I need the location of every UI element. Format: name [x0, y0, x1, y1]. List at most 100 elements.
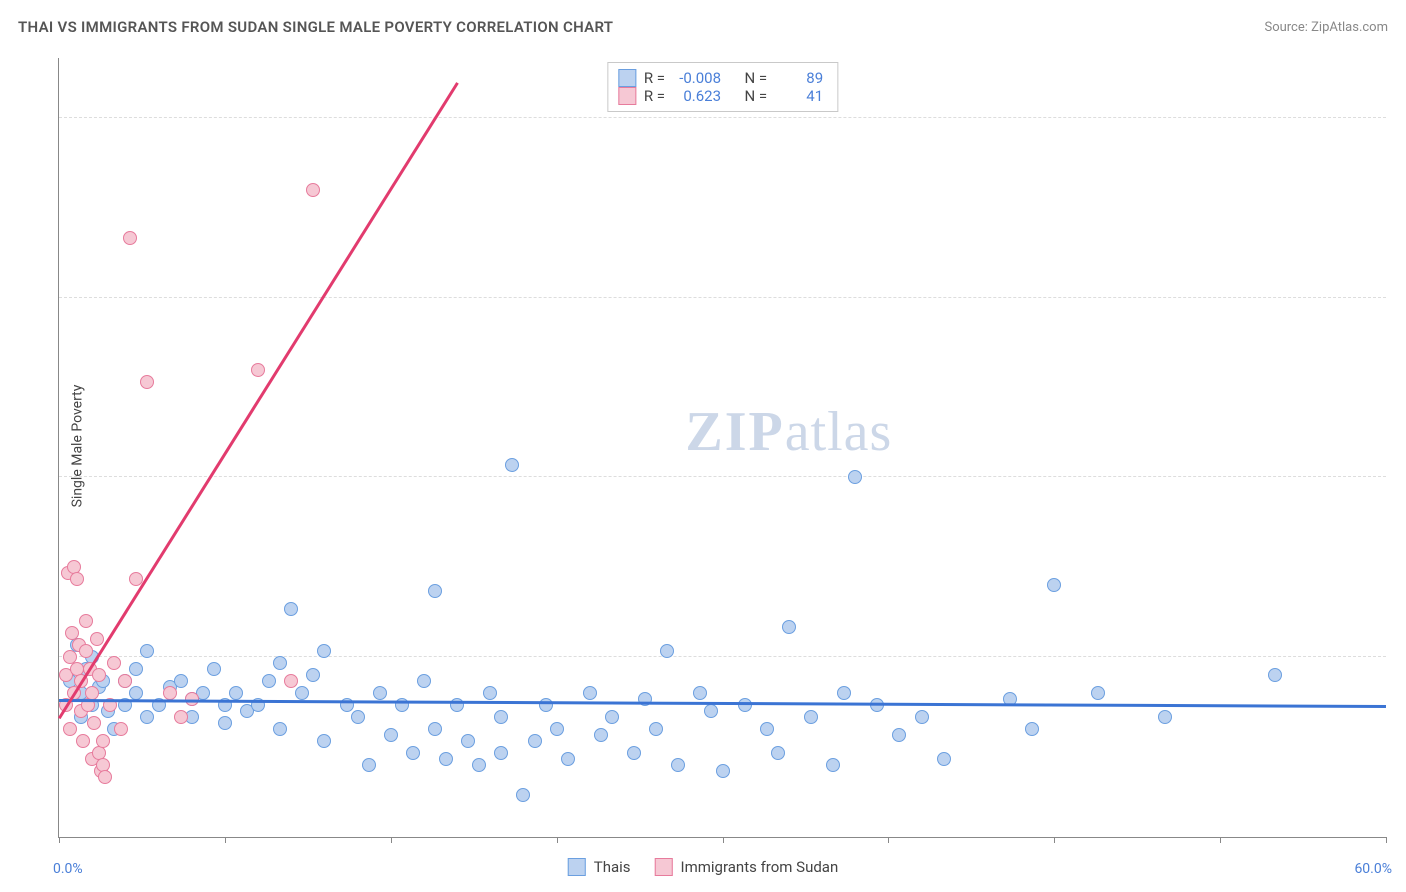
scatter-plot: ZIPatlas R = -0.008 N = 89 R = 0.623 N =… — [58, 58, 1386, 838]
data-point — [284, 602, 298, 616]
watermark: ZIPatlas — [685, 400, 892, 464]
data-point — [494, 746, 508, 760]
y-tick-label: 45.0% — [1391, 290, 1406, 306]
data-point — [140, 375, 154, 389]
x-tick — [59, 837, 60, 843]
data-point — [738, 698, 752, 712]
data-point — [1158, 710, 1172, 724]
data-point — [771, 746, 785, 760]
data-point — [76, 734, 90, 748]
data-point — [129, 662, 143, 676]
y-tick-label: 30.0% — [1391, 469, 1406, 485]
x-tick — [1054, 837, 1055, 843]
bottom-legend: Thais Immigrants from Sudan — [568, 858, 839, 876]
gridline — [59, 656, 1386, 657]
data-point — [85, 686, 99, 700]
data-point — [362, 758, 376, 772]
x-tick-label-min: 0.0% — [53, 861, 83, 877]
x-tick-label-max: 60.0% — [1354, 861, 1392, 877]
data-point — [892, 728, 906, 742]
data-point — [837, 686, 851, 700]
data-point — [174, 674, 188, 688]
data-point — [384, 728, 398, 742]
data-point — [96, 734, 110, 748]
legend-item-sudan: Immigrants from Sudan — [655, 858, 839, 876]
x-tick — [723, 837, 724, 843]
data-point — [528, 734, 542, 748]
x-tick — [888, 837, 889, 843]
data-point — [804, 710, 818, 724]
data-point — [317, 644, 331, 658]
data-point — [317, 734, 331, 748]
data-point — [483, 686, 497, 700]
data-point — [306, 183, 320, 197]
gridline — [59, 297, 1386, 298]
data-point — [218, 716, 232, 730]
gridline — [59, 117, 1386, 118]
data-point — [550, 722, 564, 736]
data-point — [605, 710, 619, 724]
data-point — [295, 686, 309, 700]
data-point — [417, 674, 431, 688]
data-point — [915, 710, 929, 724]
data-point — [937, 752, 951, 766]
stats-legend: R = -0.008 N = 89 R = 0.623 N = 41 — [607, 62, 838, 112]
data-point — [107, 656, 121, 670]
data-point — [516, 788, 530, 802]
data-point — [406, 746, 420, 760]
data-point — [583, 686, 597, 700]
data-point — [693, 686, 707, 700]
data-point — [163, 686, 177, 700]
data-point — [123, 231, 137, 245]
data-point — [87, 716, 101, 730]
data-point — [848, 470, 862, 484]
source-attribution: Source: ZipAtlas.com — [1264, 20, 1388, 35]
data-point — [114, 722, 128, 736]
data-point — [306, 668, 320, 682]
x-tick — [391, 837, 392, 843]
data-point — [284, 674, 298, 688]
data-point — [561, 752, 575, 766]
data-point — [594, 728, 608, 742]
data-point — [351, 710, 365, 724]
y-tick-label: 15.0% — [1391, 649, 1406, 665]
gridline — [59, 476, 1386, 477]
x-tick — [1220, 837, 1221, 843]
regression-line — [58, 83, 458, 720]
data-point — [428, 584, 442, 598]
data-point — [174, 710, 188, 724]
data-point — [140, 710, 154, 724]
data-point — [1268, 668, 1282, 682]
data-point — [70, 572, 84, 586]
data-point — [373, 686, 387, 700]
data-point — [627, 746, 641, 760]
data-point — [1091, 686, 1105, 700]
x-tick — [225, 837, 226, 843]
legend-item-thais: Thais — [568, 858, 631, 876]
data-point — [704, 704, 718, 718]
y-tick-label: 60.0% — [1391, 110, 1406, 126]
data-point — [439, 752, 453, 766]
data-point — [63, 722, 77, 736]
data-point — [273, 656, 287, 670]
data-point — [140, 644, 154, 658]
x-tick — [557, 837, 558, 843]
chart-title: THAI VS IMMIGRANTS FROM SUDAN SINGLE MAL… — [18, 18, 613, 36]
data-point — [461, 734, 475, 748]
data-point — [229, 686, 243, 700]
data-point — [671, 758, 685, 772]
stats-row-sudan: R = 0.623 N = 41 — [618, 87, 823, 105]
data-point — [505, 458, 519, 472]
data-point — [1025, 722, 1039, 736]
data-point — [129, 686, 143, 700]
data-point — [79, 644, 93, 658]
data-point — [251, 363, 265, 377]
data-point — [428, 722, 442, 736]
data-point — [90, 632, 104, 646]
data-point — [1047, 578, 1061, 592]
data-point — [79, 614, 93, 628]
data-point — [782, 620, 796, 634]
data-point — [207, 662, 221, 676]
data-point — [118, 674, 132, 688]
data-point — [760, 722, 774, 736]
